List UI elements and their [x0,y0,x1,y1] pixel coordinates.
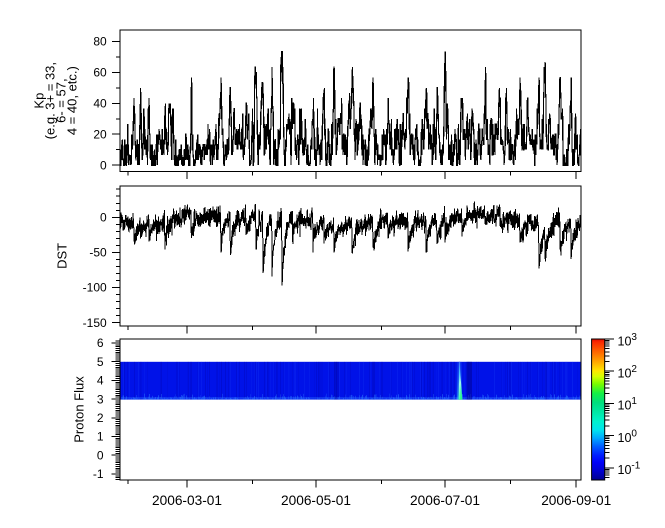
svg-text:2006-07-01: 2006-07-01 [410,493,480,508]
svg-text:DST: DST [55,243,70,269]
svg-text:Kp: Kp [32,93,47,109]
svg-text:80: 80 [93,35,107,49]
svg-text:-150: -150 [83,316,107,330]
svg-text:3: 3 [97,392,104,406]
svg-text:40: 40 [93,97,107,111]
svg-text:6- = 57,: 6- = 57, [54,78,69,122]
svg-text:0: 0 [97,448,104,462]
svg-text:1: 1 [97,430,104,444]
svg-text:Proton Flux: Proton Flux [72,376,87,443]
svg-text:2006-03-01: 2006-03-01 [152,493,222,508]
svg-text:0: 0 [100,211,107,225]
svg-text:-50: -50 [89,246,107,260]
svg-text:4: 4 [97,374,104,388]
svg-text:20: 20 [93,127,107,141]
svg-text:0: 0 [100,158,107,172]
svg-text:2006-05-01: 2006-05-01 [281,493,351,508]
svg-text:60: 60 [93,66,107,80]
svg-text:-100: -100 [83,281,107,295]
svg-text:(e.g. 3+ = 33,: (e.g. 3+ = 33, [43,62,58,139]
svg-text:2: 2 [97,411,104,425]
svg-text:2006-09-01: 2006-09-01 [541,493,611,508]
svg-text:4 = 40, etc.): 4 = 40, etc.) [65,66,80,135]
svg-text:-1: -1 [93,467,104,481]
svg-text:5: 5 [97,355,104,369]
svg-text:6: 6 [97,336,104,350]
